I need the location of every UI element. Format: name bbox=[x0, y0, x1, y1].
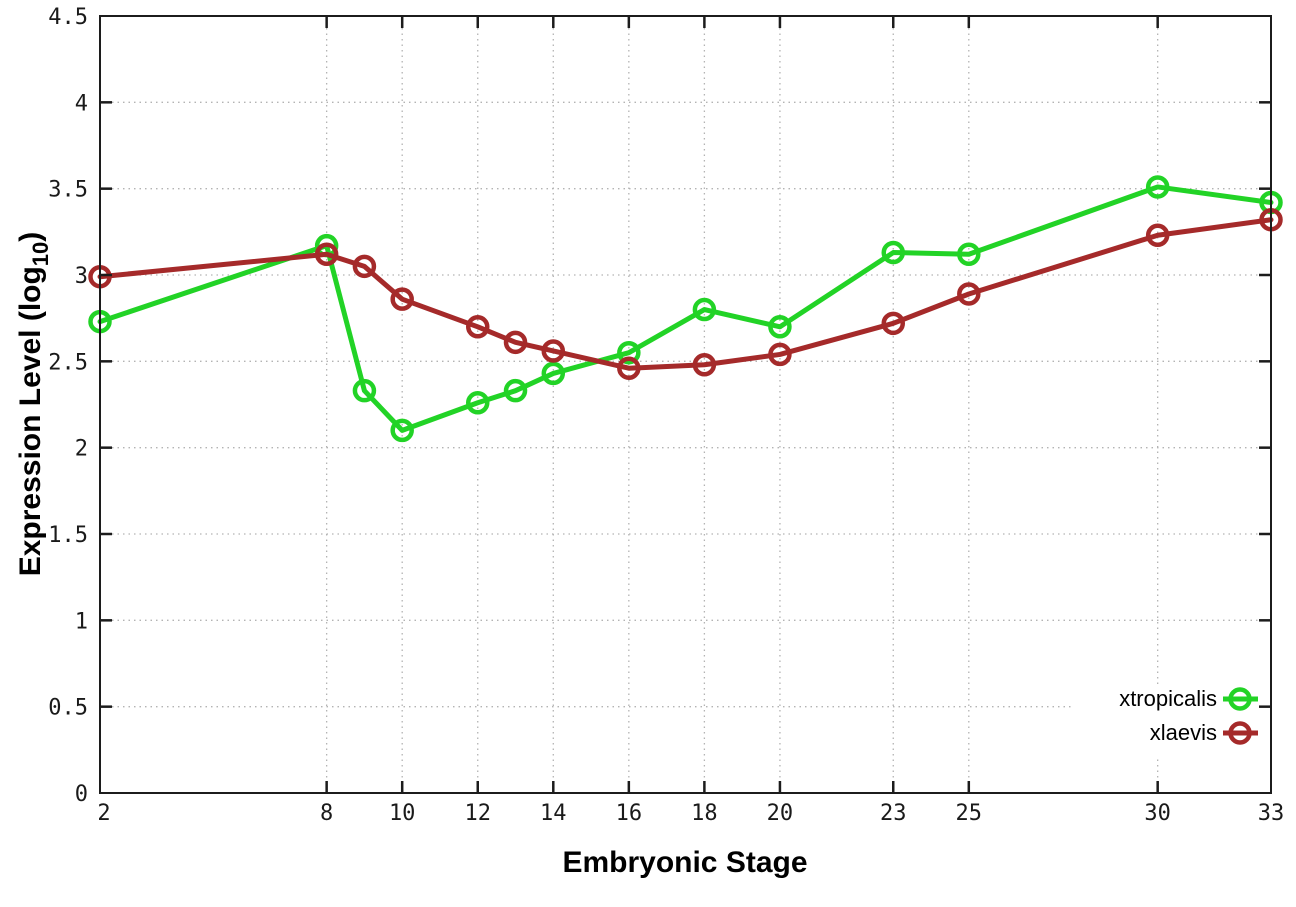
y-tick-label: 0.5 bbox=[48, 696, 88, 721]
data-point-xlaevis bbox=[390, 287, 414, 311]
series-line-xtropicalis bbox=[97, 184, 1274, 433]
data-point-xtropicalis bbox=[503, 378, 528, 403]
legend-point-sample bbox=[1228, 721, 1252, 745]
data-point-xtropicalis bbox=[881, 240, 906, 265]
y-axis-title: Expression Level (log10) bbox=[14, 232, 53, 577]
y-tick-label: 4.5 bbox=[48, 5, 88, 30]
data-point-xtropicalis bbox=[617, 340, 641, 365]
legend-point-sample bbox=[1228, 687, 1252, 711]
y-axis-title-close: ) bbox=[14, 232, 47, 242]
y-axis-title-main: Expression Level (log bbox=[14, 266, 47, 576]
y-tick-label: 1.5 bbox=[48, 523, 88, 548]
x-tick-label: 16 bbox=[616, 801, 643, 826]
y-tick-label: 1 bbox=[75, 609, 88, 634]
legend-label-xtropicalis: xtropicalis bbox=[1119, 686, 1217, 711]
y-tick-label: 2 bbox=[75, 437, 88, 462]
legend-marker-xlaevis bbox=[1223, 721, 1258, 745]
x-axis-title: Embryonic Stage bbox=[562, 846, 807, 879]
legend-marker-xtropicalis bbox=[1223, 687, 1258, 711]
legend-label-xlaevis: xlaevis bbox=[1150, 720, 1217, 745]
y-tick-label: 0 bbox=[75, 782, 88, 807]
data-point-xtropicalis bbox=[465, 391, 490, 415]
x-tick-label: 14 bbox=[540, 801, 567, 826]
series-layer bbox=[88, 175, 1283, 443]
x-tick-label: 12 bbox=[464, 801, 491, 826]
data-point-xtropicalis bbox=[692, 297, 717, 322]
x-tick-label: 10 bbox=[389, 801, 416, 826]
data-point-xtropicalis bbox=[768, 315, 792, 339]
series-xlaevis bbox=[88, 207, 1283, 380]
data-point-xlaevis bbox=[617, 356, 641, 380]
data-point-xlaevis bbox=[352, 254, 377, 279]
data-point-xlaevis bbox=[314, 242, 339, 267]
data-point-xlaevis bbox=[881, 311, 906, 336]
data-point-xlaevis bbox=[957, 282, 981, 306]
y-tick-label: 3 bbox=[75, 264, 88, 289]
y-tick-label: 2.5 bbox=[48, 350, 88, 375]
data-point-xtropicalis bbox=[1145, 175, 1170, 199]
y-tick-label: 3.5 bbox=[48, 178, 88, 203]
x-tick-label: 2 bbox=[97, 801, 110, 826]
data-point-xlaevis bbox=[541, 339, 566, 363]
axes-layer bbox=[99, 15, 1272, 794]
x-tick-label: 18 bbox=[691, 801, 718, 826]
legend-markers-layer bbox=[1223, 687, 1258, 745]
y-tick-label: 4 bbox=[75, 91, 88, 116]
x-tick-label: 20 bbox=[767, 801, 794, 826]
data-point-xtropicalis bbox=[541, 361, 566, 386]
data-point-xlaevis bbox=[768, 342, 792, 367]
grid-layer bbox=[101, 17, 1270, 792]
data-point-xlaevis bbox=[465, 315, 490, 339]
x-tick-label: 23 bbox=[880, 801, 907, 826]
data-point-xtropicalis bbox=[390, 418, 414, 443]
data-point-xtropicalis bbox=[352, 378, 377, 403]
data-point-xtropicalis bbox=[957, 242, 981, 267]
x-tick-label: 8 bbox=[320, 801, 333, 826]
x-tick-label: 33 bbox=[1258, 801, 1285, 826]
series-line-xlaevis bbox=[97, 217, 1274, 371]
plot-border bbox=[99, 15, 1272, 794]
legend-mask-layer bbox=[1072, 684, 1268, 756]
data-point-xlaevis bbox=[1145, 223, 1170, 248]
legend-background bbox=[1072, 684, 1268, 756]
data-point-xlaevis bbox=[692, 353, 717, 377]
data-point-xlaevis bbox=[503, 330, 528, 355]
y-axis-title-subscript: 10 bbox=[28, 242, 53, 266]
x-tick-label: 30 bbox=[1144, 801, 1171, 826]
series-xtropicalis bbox=[88, 175, 1283, 443]
x-tick-label: 25 bbox=[956, 801, 983, 826]
tick-labels-layer: 2 8 10 12 14 16 18 20 23 25 30 33 0 0.5 1 1.5 2 2.5 3 3.5 4 4… bbox=[48, 5, 1284, 826]
